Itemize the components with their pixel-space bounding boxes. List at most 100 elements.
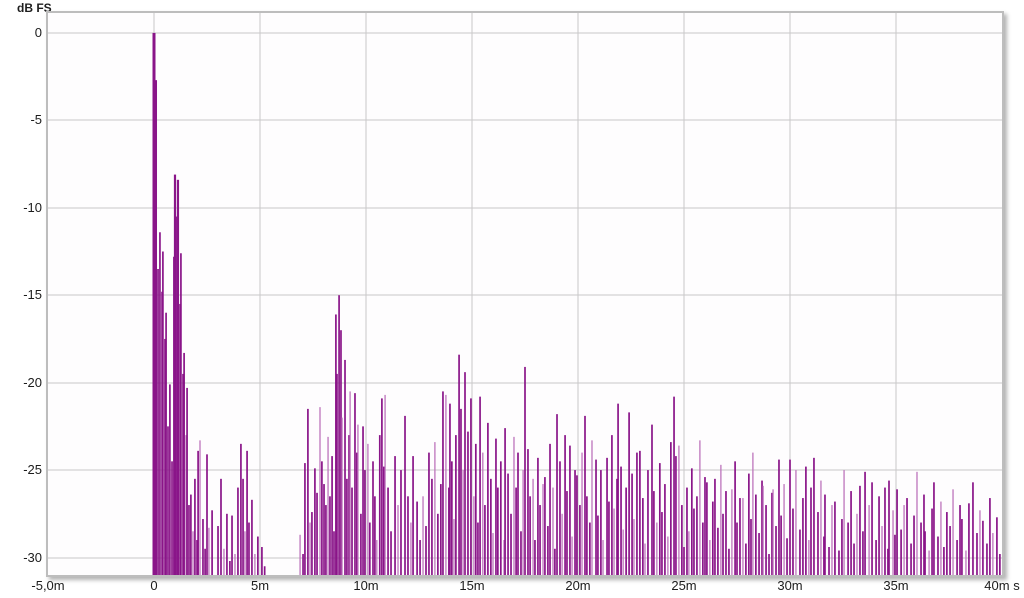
spike-bar	[504, 428, 506, 575]
spike-bar	[532, 478, 534, 575]
spike-bar	[670, 442, 672, 575]
spike-bar	[487, 422, 489, 575]
spike-bar	[397, 505, 399, 575]
spike-bar	[613, 508, 615, 575]
spike-bar	[813, 457, 815, 575]
spike-bar	[976, 533, 978, 575]
spike-bar	[173, 174, 177, 575]
spike-bar	[196, 540, 198, 575]
spike-bar	[165, 312, 167, 575]
spike-bar	[704, 477, 706, 575]
spike-bar	[234, 554, 236, 575]
spike-bar	[595, 459, 597, 575]
spike-bar	[497, 487, 499, 575]
spike-bar	[467, 431, 469, 575]
spike-bar	[349, 391, 351, 575]
spike-bar	[783, 484, 785, 575]
spike-bar	[169, 384, 171, 575]
spike-bar	[564, 435, 566, 575]
spike-bar	[742, 498, 744, 575]
spike-bar	[445, 394, 447, 575]
spike-bar	[569, 445, 571, 575]
spike-bar	[510, 513, 512, 575]
spike-bar	[367, 443, 369, 575]
spike-bar	[892, 510, 894, 575]
spike-bar	[331, 456, 333, 575]
spike-bar	[656, 522, 658, 575]
spike-bar	[162, 251, 164, 575]
spike-bar	[482, 452, 484, 575]
spike-bar	[709, 540, 711, 575]
spike-bar	[910, 543, 912, 575]
spike-bar	[772, 489, 774, 575]
spike-bar	[761, 480, 763, 575]
spike-bar	[479, 396, 481, 575]
spike-bar	[462, 470, 464, 575]
spike-bar	[477, 522, 479, 575]
spike-bar	[534, 540, 536, 575]
spike-bar	[856, 513, 858, 575]
spike-bar	[442, 391, 444, 575]
spike-bar	[933, 482, 935, 575]
spike-bar	[404, 415, 406, 575]
y-axis-tick-label: -15	[23, 287, 42, 303]
plot-area[interactable]	[46, 11, 1004, 577]
spike-bar	[878, 496, 880, 575]
spike-bar	[460, 408, 462, 575]
spike-bar	[888, 480, 890, 575]
spike-bar	[552, 487, 554, 575]
spike-bar	[755, 494, 757, 575]
spike-bar	[368, 522, 371, 575]
spike-bar	[428, 452, 430, 575]
spike-bar	[956, 540, 958, 575]
spike-bar	[240, 443, 242, 575]
spike-bar	[354, 393, 356, 575]
spike-bar	[360, 513, 362, 575]
spike-bar	[996, 517, 998, 575]
spike-bar	[327, 436, 329, 575]
spike-bar	[722, 513, 724, 575]
spike-bar	[542, 484, 544, 575]
spike-bar	[374, 496, 376, 575]
spike-bar	[986, 543, 988, 575]
spike-bar	[152, 32, 156, 575]
spike-bar	[795, 470, 797, 575]
spike-bar	[728, 548, 730, 575]
spike-bar	[992, 533, 994, 575]
spike-bar	[775, 526, 777, 575]
spike-bar	[758, 533, 760, 575]
spike-bar	[589, 522, 591, 575]
spike-bar	[616, 478, 618, 575]
spike-bar	[968, 503, 970, 575]
spike-bar	[853, 543, 855, 575]
spike-bar	[341, 417, 343, 575]
x-axis-tick-label: 25m	[671, 578, 697, 593]
spike-bar	[768, 554, 770, 575]
spike-bar	[319, 407, 321, 575]
spike-bar	[850, 491, 852, 575]
spike-bar	[412, 456, 414, 575]
spike-bar	[164, 338, 166, 575]
spike-bar	[554, 548, 556, 575]
spike-bar	[390, 531, 392, 575]
spike-bar	[311, 512, 313, 575]
spike-bar	[571, 536, 573, 575]
spike-bar	[517, 452, 519, 575]
spike-bar	[786, 538, 788, 575]
spike-bar	[248, 522, 250, 575]
spike-bar	[364, 470, 366, 575]
spike-bar	[916, 471, 918, 575]
spike-bar	[972, 482, 974, 575]
spike-bar	[182, 373, 184, 575]
spike-bar	[323, 484, 325, 575]
spike-bar	[778, 459, 780, 575]
spike-bar	[362, 426, 364, 575]
spike-bar	[868, 505, 870, 575]
spike-bar	[661, 512, 663, 575]
x-axis-tick-label: 15m	[459, 578, 485, 593]
spike-bar	[199, 440, 201, 575]
spike-bar	[667, 536, 669, 575]
spike-bar	[204, 548, 206, 575]
spike-bar	[999, 554, 1001, 575]
spike-bar	[211, 510, 213, 575]
